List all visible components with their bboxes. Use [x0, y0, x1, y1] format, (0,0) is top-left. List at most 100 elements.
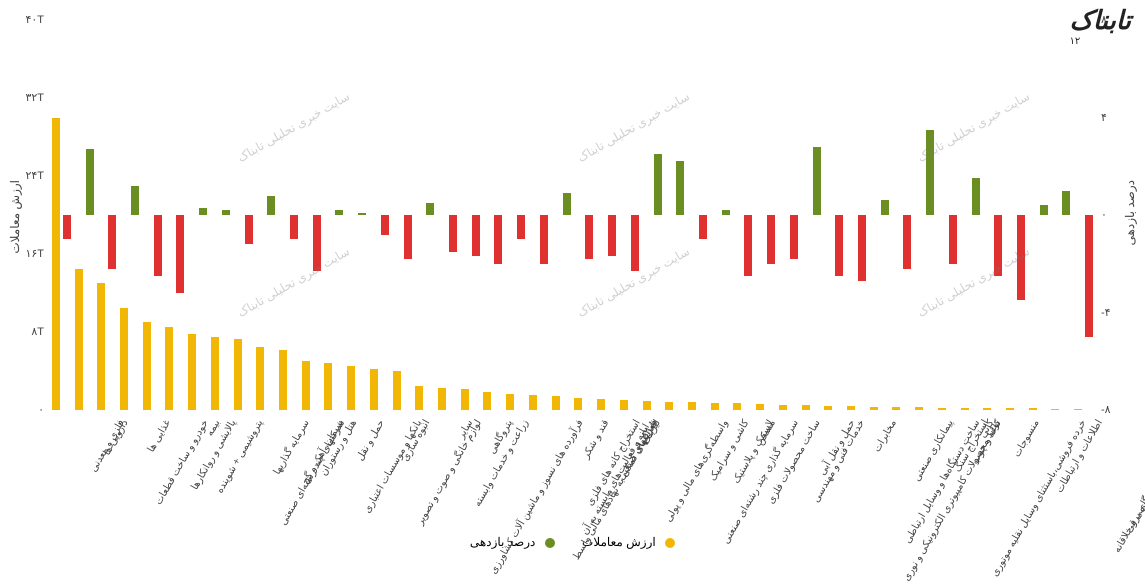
return-bar: [676, 161, 684, 215]
return-bar: [858, 215, 866, 281]
value-bar: [983, 408, 991, 410]
return-bar: [767, 215, 775, 264]
y-right-tick: ۰: [1101, 208, 1107, 221]
category-label: غذایی ها: [145, 418, 172, 454]
y-left-tick: ۳۲T: [14, 91, 44, 104]
return-bar: [608, 215, 616, 256]
value-bar: [143, 322, 151, 410]
return-bar: [267, 196, 275, 216]
return-bar: [835, 215, 843, 276]
return-bar: [540, 215, 548, 264]
return-bar: [881, 200, 889, 215]
return-bar: [290, 215, 298, 239]
y-right-tick: ۴: [1101, 111, 1107, 124]
return-bar: [199, 208, 207, 215]
y-left-tick: ۰: [14, 403, 44, 416]
value-bar: [847, 406, 855, 410]
return-bar: [86, 149, 94, 215]
y-left-axis-title: ارزش معاملات: [8, 180, 22, 254]
return-bar: [335, 210, 343, 215]
value-bar: [97, 283, 105, 410]
value-bar: [643, 401, 651, 410]
return-bar: [154, 215, 162, 276]
legend-item-value: ارزش معاملات: [582, 535, 675, 549]
return-bar: [381, 215, 389, 235]
return-bar: [813, 147, 821, 215]
value-bar: [892, 407, 900, 410]
value-bar: [756, 404, 764, 410]
return-bar: [517, 215, 525, 239]
return-bar: [790, 215, 798, 259]
return-bar: [1085, 215, 1093, 337]
value-bar: [870, 407, 878, 410]
value-bar: [165, 327, 173, 410]
value-bar: [1074, 409, 1082, 410]
value-bar: [347, 366, 355, 410]
y-left-tick: ۱۶T: [14, 247, 44, 260]
value-bar: [733, 403, 741, 410]
value-bar: [506, 394, 514, 410]
value-bar: [370, 369, 378, 410]
chart-container: تابناک ۱۲ ارزش معاملات درصد بازدهی ارزش …: [0, 0, 1145, 555]
value-bar: [779, 405, 787, 410]
y-right-tick: -۸: [1101, 403, 1111, 416]
return-bar: [1017, 215, 1025, 300]
y-right-tick: ۸: [1101, 13, 1107, 26]
legend-swatch-return: [545, 538, 555, 548]
category-label: ماشین آلات و دستگاه‌های برقی: [1123, 418, 1145, 535]
return-bar: [108, 215, 116, 269]
value-bar: [438, 388, 446, 410]
return-bar: [949, 215, 957, 264]
value-bar: [665, 402, 673, 410]
return-bar: [699, 215, 707, 239]
return-bar: [131, 186, 139, 215]
value-bar: [1006, 408, 1014, 410]
value-bar: [961, 408, 969, 410]
return-bar: [654, 154, 662, 215]
return-bar: [222, 210, 230, 215]
value-bar: [1051, 409, 1059, 410]
return-bar: [585, 215, 593, 259]
value-bar: [915, 407, 923, 410]
category-label: قند و شکر: [581, 418, 612, 461]
value-bar: [324, 363, 332, 410]
return-bar: [313, 215, 321, 271]
value-bar: [120, 308, 128, 410]
return-bar: [358, 213, 366, 215]
return-bar: [1040, 205, 1048, 215]
category-label: خرده فروشی،باستثنای وسایل نقلیه موتوری: [989, 418, 1088, 579]
value-bar: [1029, 408, 1037, 410]
y-left-tick: ۴۰T: [14, 13, 44, 26]
return-bar: [744, 215, 752, 276]
category-label: حمل و نقل: [355, 418, 387, 463]
value-bar: [620, 400, 628, 410]
return-bar: [903, 215, 911, 269]
plot-area: [50, 20, 1095, 410]
value-bar: [802, 405, 810, 410]
y-left-tick: ۲۴T: [14, 169, 44, 182]
value-bar: [529, 395, 537, 410]
value-bar: [461, 389, 469, 410]
category-label: منسوجات: [1011, 418, 1041, 459]
legend-swatch-value: [665, 538, 675, 548]
value-bar: [211, 337, 219, 410]
y-left-tick: ۸T: [14, 325, 44, 338]
value-bar: [711, 403, 719, 410]
value-bar: [824, 406, 832, 410]
return-bar: [972, 178, 980, 215]
value-bar: [393, 371, 401, 410]
return-bar: [1062, 191, 1070, 215]
return-bar: [994, 215, 1002, 276]
y-right-axis-title: درصد بازدهی: [1123, 180, 1137, 245]
value-bar: [574, 398, 582, 410]
y-right-tick: -۴: [1101, 306, 1111, 319]
value-bar: [52, 118, 60, 411]
value-bar: [234, 339, 242, 410]
value-bar: [302, 361, 310, 410]
value-bar: [688, 402, 696, 410]
return-bar: [631, 215, 639, 271]
return-bar: [472, 215, 480, 256]
return-bar: [563, 193, 571, 215]
return-bar: [63, 215, 71, 239]
value-bar: [279, 350, 287, 410]
